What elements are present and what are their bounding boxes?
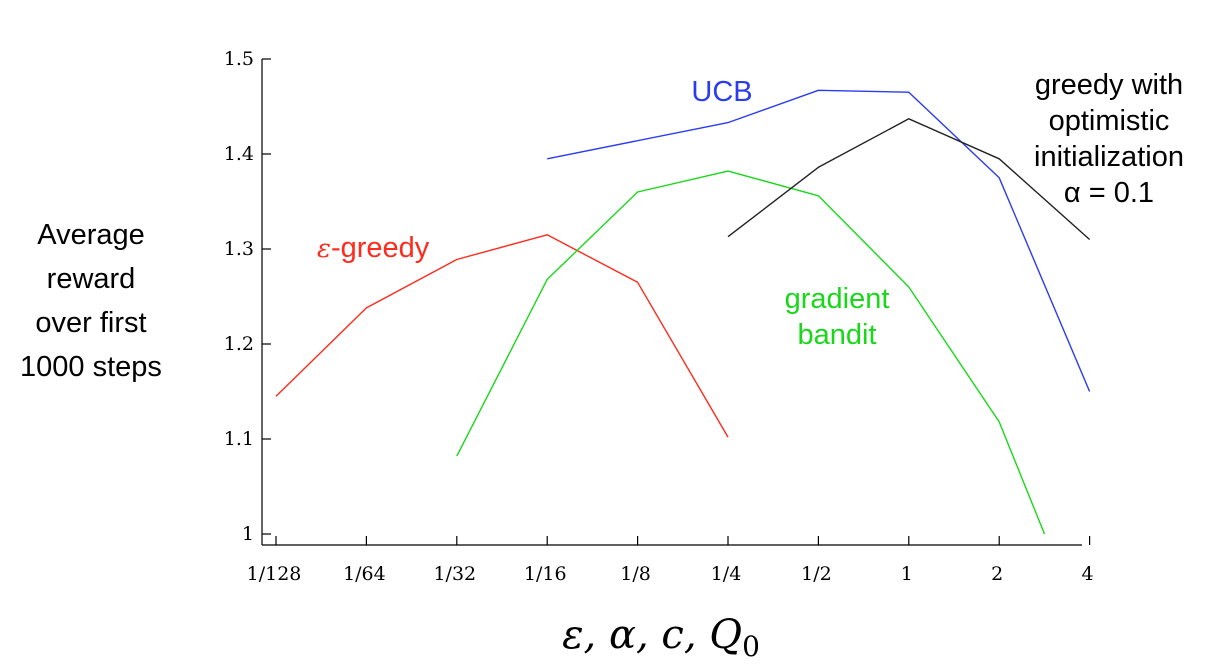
y-ticks: 1 1.1 1.2 1.3 1.4 1.5 — [224, 48, 271, 545]
series-annotations: ε-greedy UCB gradient bandit greedy with opti… — [317, 69, 1184, 351]
series-label: bandit — [797, 319, 876, 351]
x-axis-label: ε, α, c, Q0 — [562, 612, 760, 663]
x-label: ε, α, c, Q0 — [562, 612, 760, 663]
y-label-line: Average — [37, 219, 145, 251]
y-tick-label: 1 — [242, 523, 254, 545]
x-tick-label: 1/32 — [433, 563, 476, 585]
y-tick-label: 1.2 — [224, 333, 254, 355]
series-lines — [275, 89, 1091, 535]
x-tick-label: 1/128 — [247, 563, 302, 585]
y-tick-label: 1.3 — [224, 238, 254, 260]
y-tick-label: 1.4 — [224, 143, 254, 165]
x-tick-label: 4 — [1082, 563, 1094, 585]
x-tick-label: 1/4 — [711, 563, 742, 585]
series-label: α = 0.1 — [1064, 177, 1154, 209]
y-label-line: over first — [35, 307, 146, 339]
x-ticks: 1/128 1/64 1/32 1/16 1/8 1/4 1/2 1 2 4 — [247, 536, 1094, 585]
series-label: optimistic — [1049, 105, 1170, 137]
y-label-line: 1000 steps — [20, 351, 162, 383]
series-line — [456, 170, 1046, 535]
x-tick-label: 1 — [901, 563, 913, 585]
y-axis-label: Average reward over first 1000 steps — [20, 219, 162, 383]
series-line — [547, 89, 1091, 392]
series-label: initialization — [1034, 141, 1184, 173]
x-tick-label: 1/16 — [524, 563, 567, 585]
y-tick-label: 1.5 — [224, 48, 254, 70]
series-label: UCB — [691, 76, 752, 108]
x-tick-label: 1/8 — [620, 563, 651, 585]
y-label-line: reward — [47, 263, 136, 295]
x-tick-label: 2 — [991, 563, 1003, 585]
series-label: gradient — [785, 283, 890, 315]
x-tick-label: 1/2 — [801, 563, 832, 585]
series-label: ε-greedy — [317, 232, 430, 264]
series-line — [727, 118, 1091, 241]
x-tick-label: 1/64 — [343, 563, 386, 585]
axes — [261, 59, 1082, 546]
series-line — [275, 234, 729, 438]
series-label: greedy with — [1035, 69, 1183, 101]
y-tick-label: 1.1 — [224, 428, 254, 450]
